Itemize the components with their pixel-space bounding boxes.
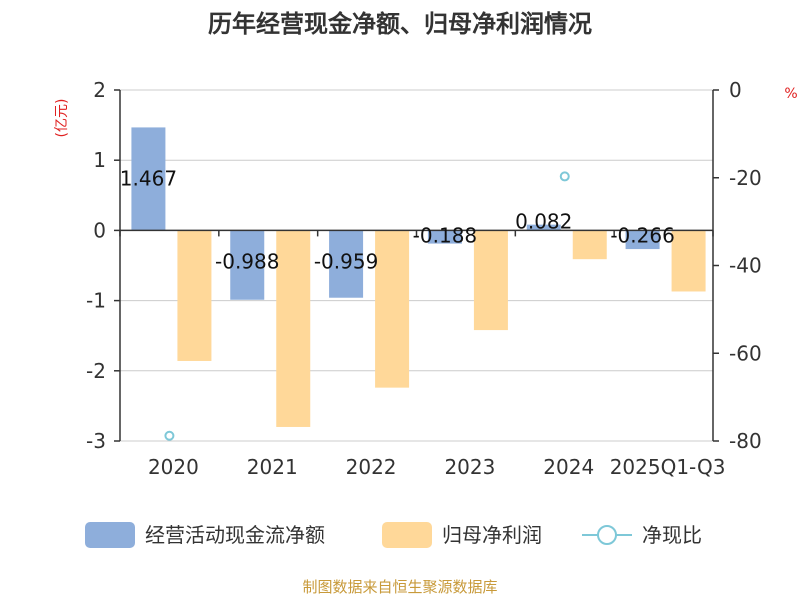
profit-bar [177,230,212,361]
y-tick-label-left: -2 [86,359,106,383]
source-note: 制图数据来自恒生聚源数据库 [302,578,497,596]
x-tick-label: 2020 [148,455,199,479]
cashflow-data-label: -0.188 [413,223,477,247]
cashflow-data-label: -0.988 [215,249,279,273]
x-tick-label: 2024 [543,455,594,479]
legend-label-cashflow: 经营活动现金流净额 [145,523,325,547]
data-labels: 1.467 -0.988 -0.959 -0.188 0.082 -0.266 [120,166,675,273]
right-axis-unit: % [784,86,797,102]
cashflow-data-label: -0.266 [610,223,674,247]
y-tick-label-left: 1 [93,148,106,172]
y-tick-label-right: 0 [729,78,742,102]
cashflow-data-label: 1.467 [120,166,177,190]
ratio-point [164,430,175,441]
x-tick-label: 2022 [346,455,397,479]
y-tick-label-left: -1 [86,289,106,313]
bar-group [131,127,706,427]
cashflow-data-label: 0.082 [515,209,572,233]
axes: 2 1 0 -1 -2 -3 0 -20 -40 -60 -80 2020 2021 2022 2023 20… [86,78,762,479]
chart-title: 历年经营现金净额、归母净利润情况 [208,10,592,38]
y-tick-label-left: 0 [93,218,106,242]
legend-marker-ratio [597,525,617,545]
cashflow-bar [526,224,561,231]
legend-swatch-profit [382,522,432,548]
profit-bar [671,230,706,292]
left-axis-unit: (亿元) [54,99,70,138]
x-tick-label: 2023 [444,455,495,479]
y-tick-label-right: -80 [729,429,762,453]
profit-bar [473,230,508,331]
profit-bar [572,230,607,260]
cashflow-bar [427,230,462,244]
y-tick-label-left: -3 [86,429,106,453]
cashflow-data-label: -0.959 [314,249,378,273]
cashflow-bar [230,230,265,300]
y-tick-label-right: -60 [729,341,762,365]
cashflow-bar [131,127,166,231]
ratio-point [559,171,570,182]
cashflow-bar [625,230,660,250]
legend-swatch-cashflow [85,522,135,548]
y-tick-label-right: -40 [729,254,762,278]
profit-bar [375,230,410,388]
y-tick-label-right: -20 [729,166,762,190]
x-tick-label: 2021 [247,455,298,479]
scatter-group [164,171,570,441]
y-tick-label-left: 2 [93,78,106,102]
profit-bar [276,230,311,427]
legend-label-profit: 归母净利润 [442,523,542,547]
cashflow-bar [329,230,364,298]
x-tick-label: 2025Q1-Q3 [610,455,726,479]
legend: 经营活动现金流净额 归母净利润 净现比 [85,522,702,548]
legend-label-ratio: 净现比 [642,523,702,547]
